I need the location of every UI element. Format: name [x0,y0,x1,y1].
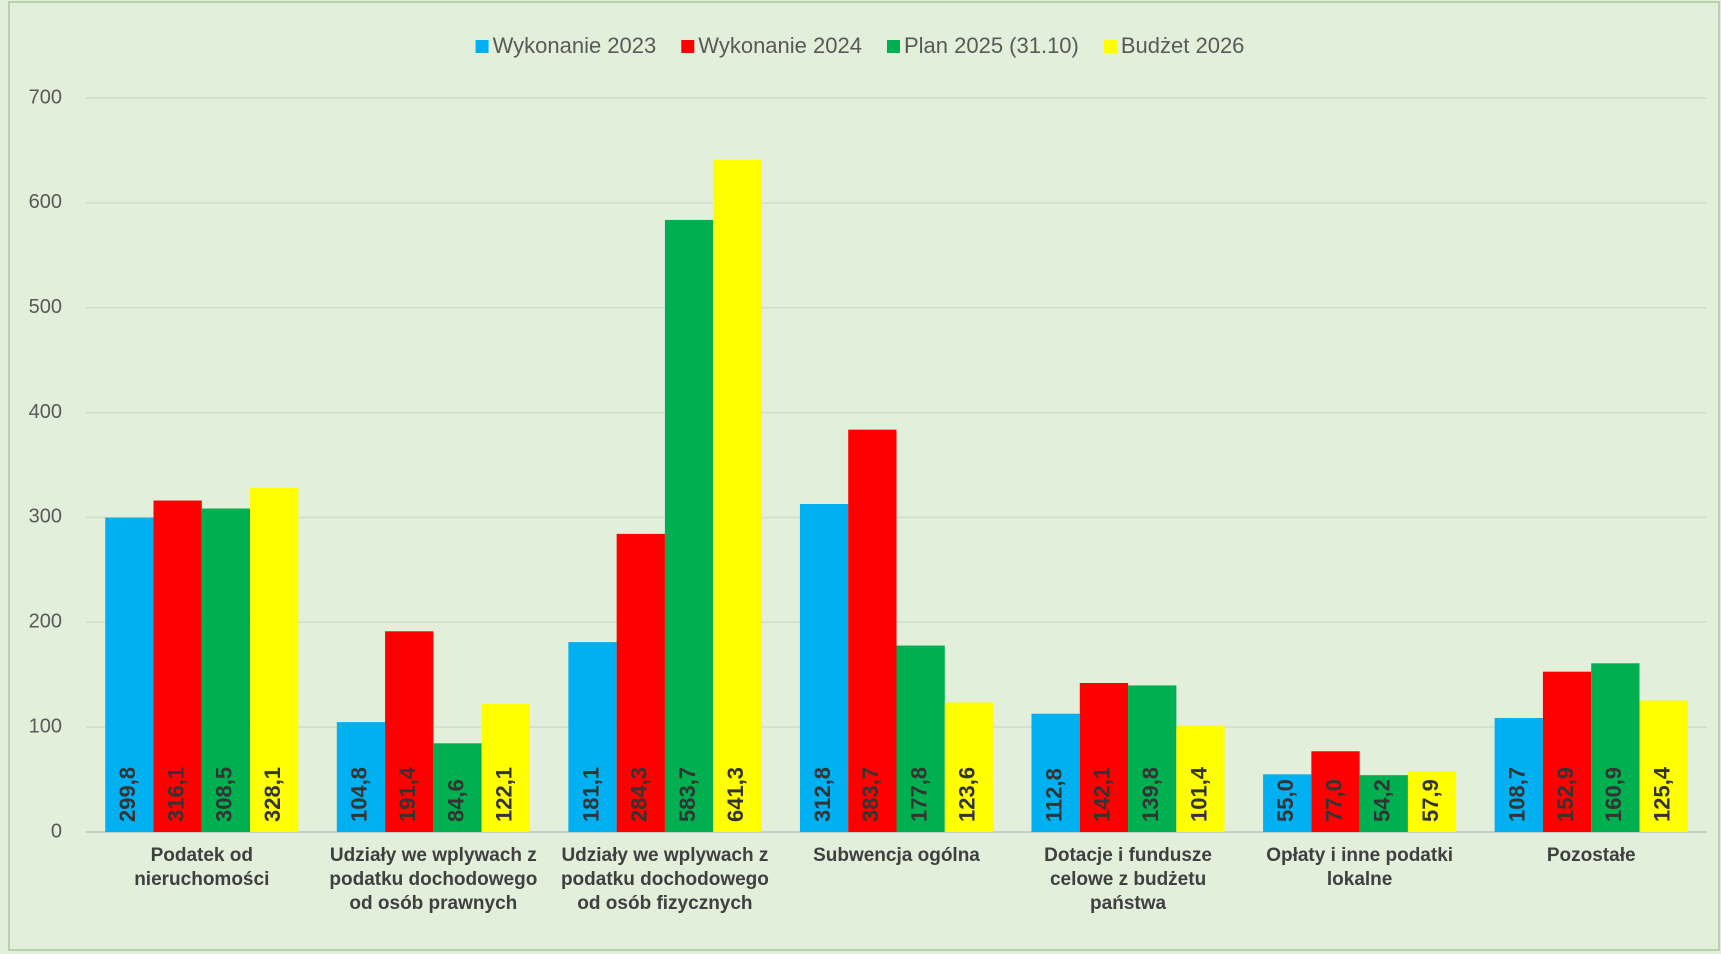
value-label: 328,1 [260,767,285,822]
value-label: 84,6 [443,779,468,822]
x-tick-label: Pozostałe [1546,845,1636,866]
bar [336,722,386,832]
legend-label: Wykonanie 2023 [493,33,657,58]
bar [1311,751,1360,832]
value-label: 104,8 [347,767,372,822]
y-tick-label: 700 [29,86,62,108]
bar [1079,682,1129,832]
value-label: 142,1 [1090,767,1115,822]
value-label: 54,2 [1370,779,1395,822]
value-label: 312,8 [810,767,835,822]
bar [799,504,849,832]
value-label: 57,9 [1418,779,1443,822]
value-label: 583,7 [675,767,700,822]
value-label: 177,8 [906,767,931,822]
x-tick-label: Opłaty i inne podatki lokalne [1266,845,1454,890]
value-label: 112,8 [1041,768,1066,822]
legend-label: Plan 2025 (31.10) [904,33,1079,58]
bar [433,743,482,832]
value-label: 191,4 [395,766,420,822]
bar [1359,775,1408,832]
bar [616,533,665,832]
value-label: 284,3 [627,767,652,822]
legend-swatch [475,40,489,53]
x-tick-label: Udziały we wplywach z podatku dochodoweg… [329,845,538,914]
bar [664,219,714,832]
value-label: 316,1 [163,767,188,822]
y-tick-label: 0 [51,820,62,842]
value-label: 108,7 [1505,767,1530,822]
bar [896,645,945,832]
bar [1176,725,1225,832]
legend-label: Budżet 2026 [1121,33,1245,58]
value-label: 122,1 [492,767,517,822]
y-tick-label: 200 [29,611,62,633]
x-tick-label: Dotacje i fundusze celowe z budżetu pańs… [1044,845,1212,914]
value-label: 152,9 [1553,767,1578,822]
x-tick-label: Udziały we wplywach z podatku dochodoweg… [560,845,769,914]
bar [153,500,202,832]
x-tick-label: Podatek od nieruchomości [134,845,270,890]
value-label: 383,7 [858,767,883,822]
y-tick-label: 300 [29,506,62,528]
bar [201,508,251,832]
bar [1542,671,1592,832]
bar [1128,685,1177,832]
value-label: 308,5 [212,767,237,822]
value-label: 641,3 [723,767,748,822]
bar [944,702,994,832]
bar [1591,663,1640,832]
bar [481,703,530,832]
bar [848,429,897,832]
chart-border [8,1,1720,951]
value-label: 181,1 [578,767,603,822]
y-tick-label: 100 [29,715,62,737]
y-tick-label: 600 [29,191,62,213]
bar [1407,771,1457,832]
bar [568,642,617,832]
legend-swatch [681,40,695,53]
bar [385,631,434,832]
bar [1031,713,1080,832]
x-tick-label: Subwencja ogólna [813,845,980,866]
value-label: 77,0 [1321,779,1346,822]
value-label: 160,9 [1601,767,1626,822]
bar [105,517,154,832]
bar [1494,718,1543,832]
bar [1639,700,1688,832]
value-label: 139,8 [1138,767,1163,822]
value-label: 101,4 [1186,766,1211,822]
y-tick-label: 500 [29,296,62,318]
legend-swatch [886,40,900,53]
legend-label: Wykonanie 2024 [698,33,862,58]
bar [250,487,299,832]
value-label: 299,8 [115,767,140,822]
value-label: 125,4 [1649,766,1674,822]
value-label: 55,0 [1273,779,1298,822]
bar [713,159,762,832]
legend-swatch [1103,40,1117,53]
y-tick-label: 400 [29,401,62,423]
bar [1263,774,1312,832]
value-label: 123,6 [955,767,980,822]
